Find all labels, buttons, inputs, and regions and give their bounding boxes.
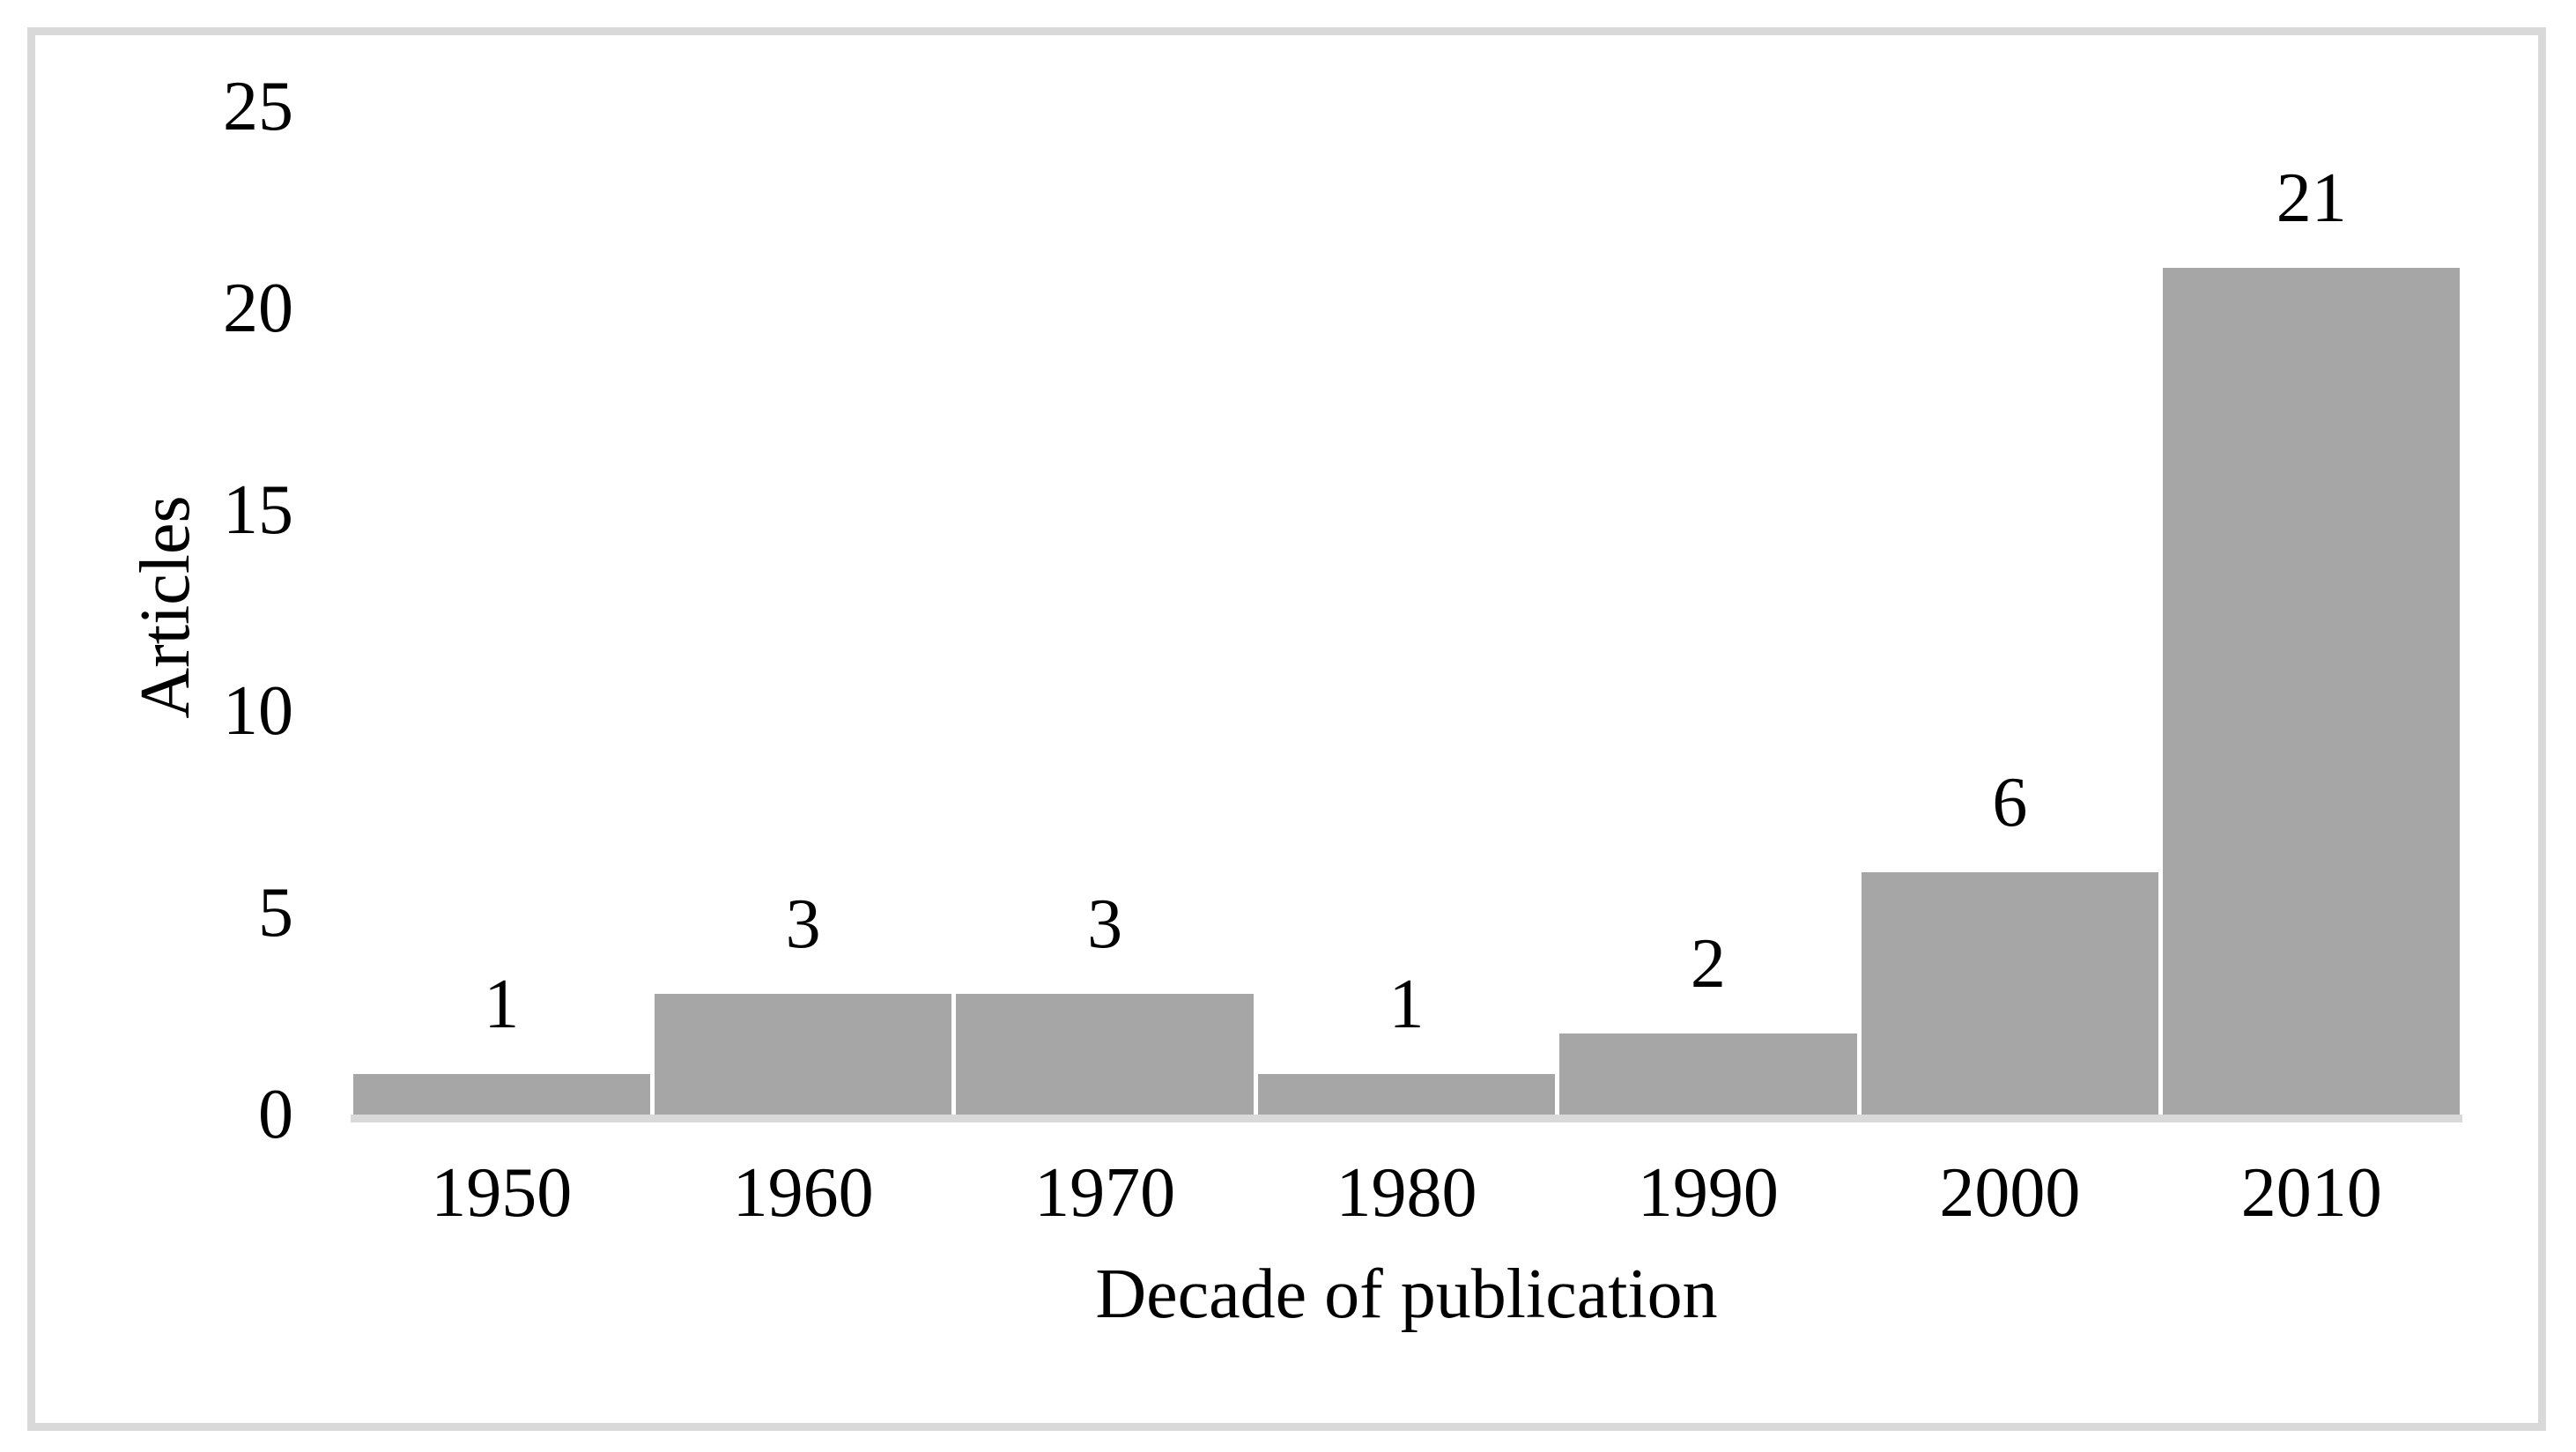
- bar-value-label-1990: 2: [1690, 925, 1726, 1004]
- bar-value-label-2010: 21: [2276, 159, 2347, 238]
- bar-value-label-1950: 1: [484, 966, 520, 1044]
- y-tick-label-25: 25: [223, 68, 293, 145]
- y-axis-title: Articles: [127, 495, 204, 719]
- bar-1970: [956, 993, 1254, 1115]
- bar-value-label-1980: 1: [1388, 966, 1425, 1044]
- x-axis-line: [351, 1115, 2462, 1122]
- y-tick-label-15: 15: [223, 470, 293, 549]
- bar-value-label-1960: 3: [785, 885, 821, 963]
- bar-1990: [1559, 1033, 1857, 1115]
- bar-1980: [1257, 1074, 1556, 1115]
- x-tick-label-2010: 2010: [2240, 1154, 2382, 1232]
- x-tick-label-1980: 1980: [1336, 1154, 1477, 1232]
- bar-1950: [352, 1074, 650, 1115]
- x-tick-label-1950: 1950: [431, 1154, 573, 1232]
- bar-2010: [2163, 268, 2461, 1115]
- y-tick-label-0: 0: [258, 1076, 293, 1153]
- x-axis-title: Decade of publication: [1095, 1256, 1718, 1333]
- y-tick-label-5: 5: [258, 874, 293, 952]
- y-tick-label-10: 10: [223, 672, 293, 751]
- bar-2000: [1861, 872, 2159, 1115]
- x-tick-label-1970: 1970: [1034, 1154, 1176, 1232]
- bar-1960: [654, 993, 952, 1115]
- x-tick-label-1990: 1990: [1637, 1154, 1779, 1232]
- x-tick-label-1960: 1960: [732, 1154, 874, 1232]
- bar-value-label-1970: 3: [1087, 885, 1123, 963]
- x-tick-label-2000: 2000: [1939, 1154, 2081, 1232]
- chart-frame: [27, 27, 2546, 1431]
- bar-value-label-2000: 6: [1992, 764, 2028, 842]
- y-tick-label-20: 20: [223, 269, 293, 347]
